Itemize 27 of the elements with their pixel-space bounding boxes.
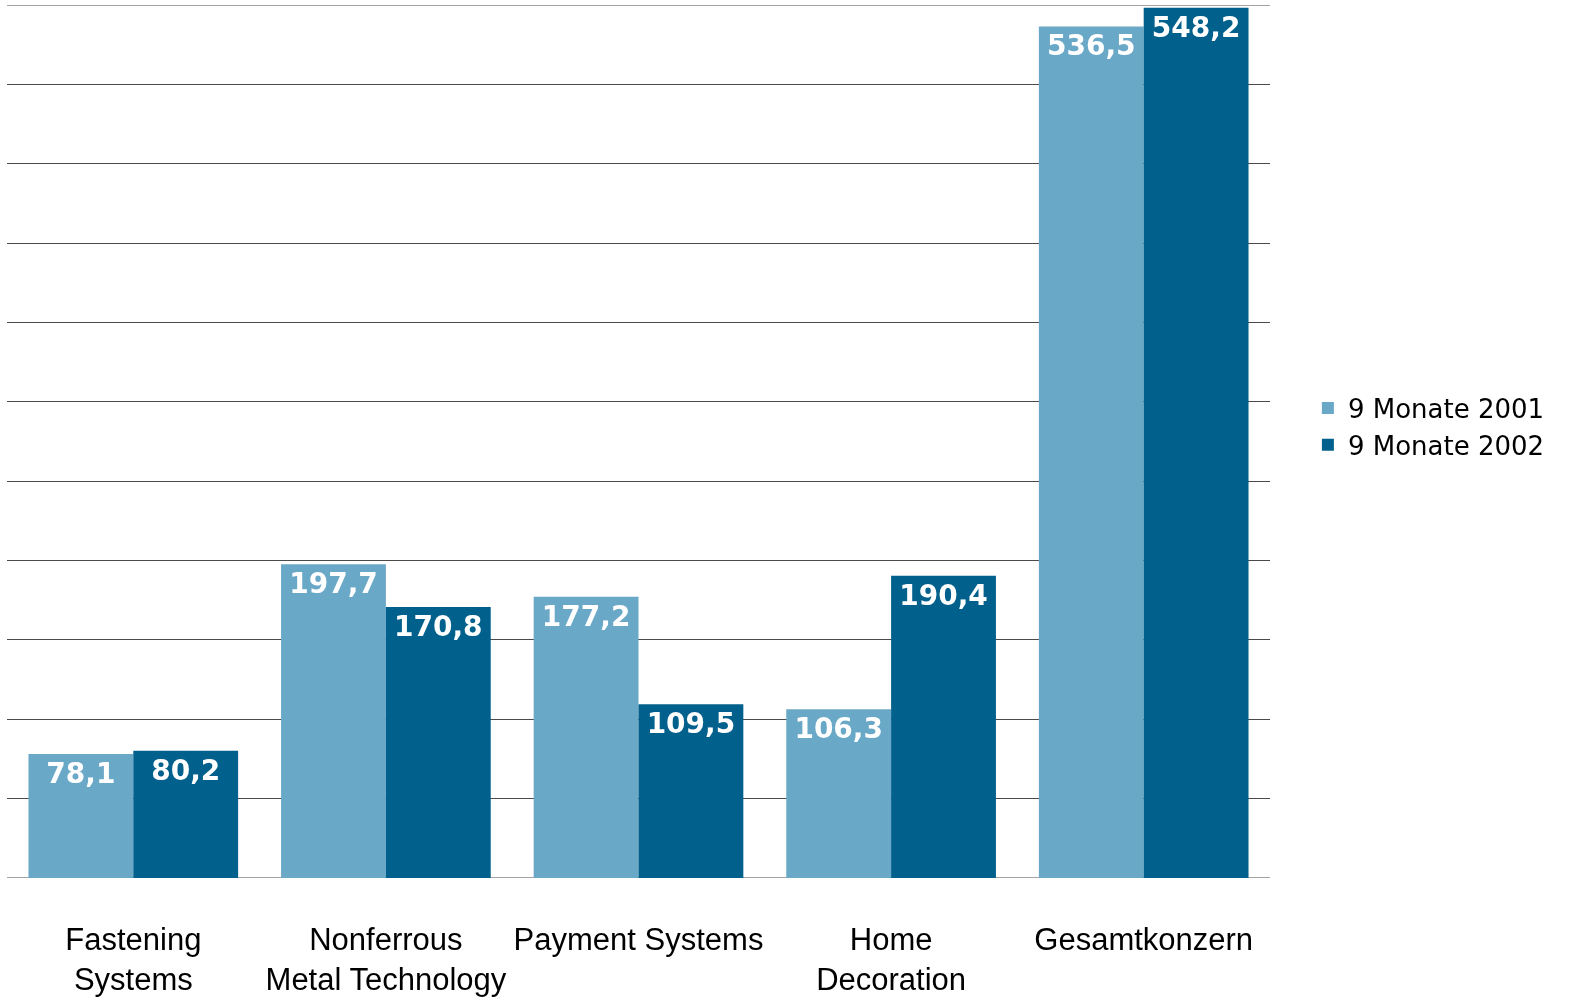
bar bbox=[133, 750, 239, 878]
bar bbox=[385, 606, 491, 878]
bar bbox=[891, 575, 996, 878]
bar bbox=[1143, 7, 1249, 878]
data-label: 548,2 bbox=[1151, 10, 1241, 44]
legend-label: 9 Monate 2002 bbox=[1347, 431, 1545, 461]
data-label: 170,8 bbox=[394, 609, 483, 643]
x-tick-label: Payment Systems bbox=[513, 922, 764, 957]
x-tick-label: Gesamtkonzern bbox=[1034, 922, 1254, 957]
bar bbox=[28, 754, 134, 878]
bar bbox=[786, 709, 892, 878]
data-label: 109,5 bbox=[646, 707, 736, 741]
data-label: 80,2 bbox=[151, 753, 221, 787]
data-label: 177,2 bbox=[541, 599, 631, 633]
bar bbox=[533, 596, 639, 878]
x-tick-label: Nonferrous Metal Technology bbox=[265, 922, 507, 998]
legend-label: 9 Monate 2001 bbox=[1347, 394, 1545, 425]
bar bbox=[1038, 26, 1144, 878]
bar bbox=[638, 704, 744, 878]
data-label: 106,3 bbox=[794, 712, 883, 746]
data-label: 197,7 bbox=[289, 567, 378, 601]
data-label: 78,1 bbox=[46, 757, 116, 791]
data-label: 190,4 bbox=[899, 578, 988, 612]
bar bbox=[281, 564, 386, 878]
data-label: 536,5 bbox=[1047, 29, 1136, 63]
x-tick-label: Home Decoration bbox=[816, 922, 967, 998]
x-tick-label: Fastening Systems bbox=[65, 922, 202, 998]
